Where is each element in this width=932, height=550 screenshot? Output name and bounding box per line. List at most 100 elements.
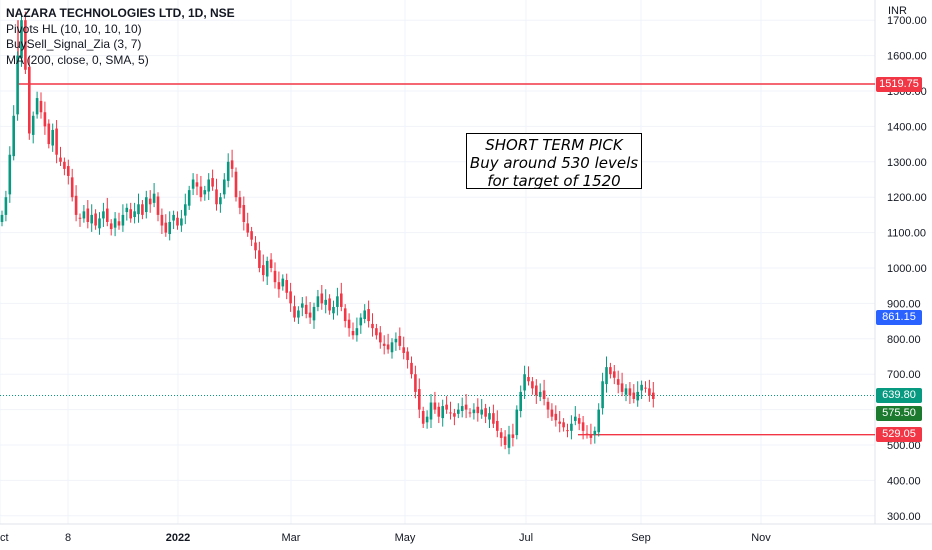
signal-value-label[interactable]: 575.50 xyxy=(876,405,922,421)
candle-body xyxy=(375,328,378,336)
candle-body xyxy=(24,20,27,70)
candle-body xyxy=(82,211,86,219)
price-tick-label: 500.00 xyxy=(887,440,921,452)
annotation-line-3: for target of 1520 xyxy=(487,172,621,190)
candle-body xyxy=(492,413,495,424)
candle-body xyxy=(496,420,499,431)
candle-body xyxy=(332,306,335,314)
candle-body xyxy=(589,434,593,438)
candle-body xyxy=(203,190,207,195)
candle-body xyxy=(219,197,222,205)
target-level-label[interactable]: 1519.75 xyxy=(876,76,922,92)
candle-body xyxy=(351,331,355,336)
candle-body xyxy=(371,323,374,329)
candle-body xyxy=(43,112,47,127)
candle-body xyxy=(445,404,448,410)
candle-body xyxy=(8,154,12,195)
candle-body xyxy=(297,310,300,318)
candle-body xyxy=(472,409,476,414)
candle-body xyxy=(507,434,511,448)
candle-body xyxy=(304,304,308,315)
price-tick-label: 1100.00 xyxy=(887,228,926,240)
candle-body xyxy=(215,189,218,205)
candle-body xyxy=(535,385,538,396)
candle-body xyxy=(70,177,74,198)
candle-body xyxy=(379,332,382,343)
candle-body xyxy=(414,374,417,392)
candle-body xyxy=(464,404,468,410)
annotation-box[interactable]: SHORT TERM PICK Buy around 530 levels fo… xyxy=(466,133,642,190)
candle-body xyxy=(180,218,183,226)
time-tick-label: Sep xyxy=(631,532,651,544)
candle-body xyxy=(386,344,390,350)
ma-value-label[interactable]: 861.15 xyxy=(876,309,922,325)
candle-body xyxy=(585,433,589,435)
candle-body xyxy=(47,123,51,145)
candle-body xyxy=(187,190,191,206)
last-price-label[interactable]: 639.80 xyxy=(876,388,922,403)
candle-body xyxy=(421,411,425,424)
candle-body xyxy=(566,430,569,432)
candle-body xyxy=(574,416,577,421)
candle-body xyxy=(39,100,43,113)
candle-body xyxy=(195,182,199,187)
candle-body xyxy=(28,66,31,134)
candle-body xyxy=(542,390,546,399)
candle-body xyxy=(519,391,522,412)
candle-body xyxy=(468,412,472,414)
candle-body xyxy=(262,265,265,276)
candle-body xyxy=(410,362,413,375)
candle-body xyxy=(90,214,93,224)
indicator-pivots[interactable]: Pivots HL (10, 10, 10, 10) xyxy=(6,21,142,36)
candle-body xyxy=(328,298,331,311)
time-axis[interactable]: Oct 8 2022 Mar May Jul Sep Nov xyxy=(0,532,771,544)
annotation-line-2: Buy around 530 levels xyxy=(469,154,639,172)
indicator-buysell-signal[interactable]: BuySell_Signal_Zia (3, 7) xyxy=(6,37,142,51)
candle-body xyxy=(523,374,526,391)
candle-body xyxy=(4,197,8,215)
candle-body xyxy=(98,218,101,229)
time-tick-label: Jul xyxy=(519,532,533,544)
candle-body xyxy=(429,402,433,420)
candle-body xyxy=(207,179,210,192)
candle-body xyxy=(289,291,292,304)
support-level-label[interactable]: 529.05 xyxy=(876,427,922,443)
candles xyxy=(0,11,655,455)
candle-body xyxy=(601,381,604,409)
candle-body xyxy=(316,296,320,307)
time-tick-label: Nov xyxy=(751,532,771,544)
candle-body xyxy=(301,303,304,308)
symbol-title[interactable]: NAZARA TECHNOLOGIES LTD, 1D, NSE xyxy=(6,6,235,20)
price-tick-label: 1600.00 xyxy=(887,51,927,63)
candle-body xyxy=(94,213,97,226)
indicator-moving-average[interactable]: MA (200, close, 0, SMA, 5) xyxy=(6,52,149,67)
candle-body xyxy=(16,55,19,115)
candle-body xyxy=(211,178,214,187)
candle-body xyxy=(285,280,288,293)
candle-body xyxy=(546,401,550,410)
candle-body xyxy=(480,409,483,415)
candle-body xyxy=(35,98,39,115)
candle-body xyxy=(441,406,444,419)
candle-body xyxy=(106,208,109,222)
candle-body xyxy=(246,223,249,233)
candle-body xyxy=(503,436,507,445)
candle-body xyxy=(258,250,261,268)
candle-body xyxy=(141,204,144,215)
candle-body xyxy=(336,296,339,307)
candle-body xyxy=(102,211,105,219)
candle-body xyxy=(425,416,429,423)
price-tick-label: 1300.00 xyxy=(887,157,927,169)
candle-body xyxy=(624,388,628,395)
price-axis[interactable]: 300.00400.00500.00600.00700.00800.00900.… xyxy=(887,15,927,523)
candle-body xyxy=(562,422,565,428)
candle-body xyxy=(67,166,70,176)
price-tick-label: 300.00 xyxy=(887,511,921,523)
chart-legend: NAZARA TECHNOLOGIES LTD, 1D, NSE Pivots … xyxy=(6,6,235,68)
candle-body xyxy=(145,197,148,213)
annotation-line-1: SHORT TERM PICK xyxy=(485,136,623,154)
candle-body xyxy=(597,409,600,433)
candle-body xyxy=(460,406,464,412)
horizontal-levels[interactable] xyxy=(0,20,875,436)
